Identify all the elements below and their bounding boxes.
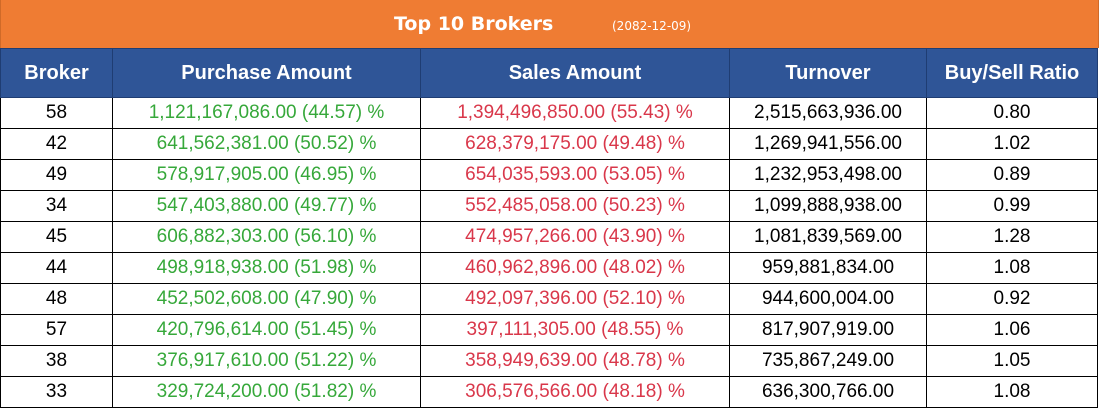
purchase-amount-cell: 578,917,905.00 (46.95) % — [112, 159, 421, 191]
buy-sell-ratio-cell: 0.89 — [926, 159, 1098, 191]
broker-cell: 45 — [0, 221, 113, 253]
column-header-buy-sell-ratio: Buy/Sell Ratio — [926, 48, 1098, 98]
turnover-cell: 944,600,004.00 — [729, 283, 927, 315]
header-row: Broker Purchase Amount Sales Amount Turn… — [0, 48, 1098, 98]
sales-amount-cell: 460,962,896.00 (48.02) % — [420, 252, 730, 284]
buy-sell-ratio-cell: 1.05 — [926, 345, 1098, 377]
column-header-broker: Broker — [0, 48, 113, 98]
table-row: 45 606,882,303.00 (56.10) % 474,957,266.… — [0, 221, 1098, 253]
sales-amount-cell: 654,035,593.00 (53.05) % — [420, 159, 730, 191]
broker-cell: 58 — [0, 97, 113, 129]
turnover-cell: 817,907,919.00 — [729, 314, 927, 346]
column-header-purchase-amount: Purchase Amount — [112, 48, 421, 98]
broker-cell: 57 — [0, 314, 113, 346]
table-row: 57 420,796,614.00 (51.45) % 397,111,305.… — [0, 314, 1098, 346]
turnover-cell: 1,232,953,498.00 — [729, 159, 927, 191]
purchase-amount-cell: 452,502,608.00 (47.90) % — [112, 283, 421, 315]
turnover-cell: 1,269,941,556.00 — [729, 128, 927, 160]
sales-amount-cell: 397,111,305.00 (48.55) % — [420, 314, 730, 346]
sales-amount-cell: 628,379,175.00 (49.48) % — [420, 128, 730, 160]
turnover-cell: 1,081,839,569.00 — [729, 221, 927, 253]
purchase-amount-cell: 641,562,381.00 (50.52) % — [112, 128, 421, 160]
buy-sell-ratio-cell: 1.08 — [926, 376, 1098, 408]
purchase-amount-cell: 376,917,610.00 (51.22) % — [112, 345, 421, 377]
sales-amount-cell: 552,485,058.00 (50.23) % — [420, 190, 730, 222]
table-row: 44 498,918,938.00 (51.98) % 460,962,896.… — [0, 252, 1098, 284]
turnover-cell: 1,099,888,938.00 — [729, 190, 927, 222]
buy-sell-ratio-cell: 0.92 — [926, 283, 1098, 315]
purchase-amount-cell: 606,882,303.00 (56.10) % — [112, 221, 421, 253]
purchase-amount-cell: 420,796,614.00 (51.45) % — [112, 314, 421, 346]
purchase-amount-cell: 329,724,200.00 (51.82) % — [112, 376, 421, 408]
broker-cell: 34 — [0, 190, 113, 222]
broker-cell: 49 — [0, 159, 113, 191]
turnover-cell: 2,515,663,936.00 — [729, 97, 927, 129]
purchase-amount-cell: 498,918,938.00 (51.98) % — [112, 252, 421, 284]
turnover-cell: 735,867,249.00 — [729, 345, 927, 377]
buy-sell-ratio-cell: 1.02 — [926, 128, 1098, 160]
table-row: 49 578,917,905.00 (46.95) % 654,035,593.… — [0, 159, 1098, 191]
sales-amount-cell: 306,576,566.00 (48.18) % — [420, 376, 730, 408]
buy-sell-ratio-cell: 0.99 — [926, 190, 1098, 222]
brokers-table: Broker Purchase Amount Sales Amount Turn… — [0, 48, 1098, 408]
buy-sell-ratio-cell: 1.28 — [926, 221, 1098, 253]
turnover-cell: 959,881,834.00 — [729, 252, 927, 284]
column-header-sales-amount: Sales Amount — [420, 48, 730, 98]
table-row: 48 452,502,608.00 (47.90) % 492,097,396.… — [0, 283, 1098, 315]
column-header-turnover: Turnover — [729, 48, 927, 98]
table-row: 58 1,121,167,086.00 (44.57) % 1,394,496,… — [0, 97, 1098, 129]
report-title: Top 10 Brokers — [394, 13, 554, 35]
sales-amount-cell: 358,949,639.00 (48.78) % — [420, 345, 730, 377]
table-row: 38 376,917,610.00 (51.22) % 358,949,639.… — [0, 345, 1098, 377]
turnover-cell: 636,300,766.00 — [729, 376, 927, 408]
report-date: (2082-12-09) — [612, 19, 692, 33]
table-row: 34 547,403,880.00 (49.77) % 552,485,058.… — [0, 190, 1098, 222]
purchase-amount-cell: 547,403,880.00 (49.77) % — [112, 190, 421, 222]
purchase-amount-cell: 1,121,167,086.00 (44.57) % — [112, 97, 421, 129]
broker-cell: 44 — [0, 252, 113, 284]
table-row: 42 641,562,381.00 (50.52) % 628,379,175.… — [0, 128, 1098, 160]
broker-cell: 48 — [0, 283, 113, 315]
broker-cell: 42 — [0, 128, 113, 160]
buy-sell-ratio-cell: 0.80 — [926, 97, 1098, 129]
buy-sell-ratio-cell: 1.08 — [926, 252, 1098, 284]
sales-amount-cell: 474,957,266.00 (43.90) % — [420, 221, 730, 253]
sales-amount-cell: 1,394,496,850.00 (55.43) % — [420, 97, 730, 129]
broker-cell: 33 — [0, 376, 113, 408]
sales-amount-cell: 492,097,396.00 (52.10) % — [420, 283, 730, 315]
broker-cell: 38 — [0, 345, 113, 377]
buy-sell-ratio-cell: 1.06 — [926, 314, 1098, 346]
table-row: 33 329,724,200.00 (51.82) % 306,576,566.… — [0, 376, 1098, 408]
title-bar: Top 10 Brokers (2082-12-09) — [0, 0, 1099, 48]
